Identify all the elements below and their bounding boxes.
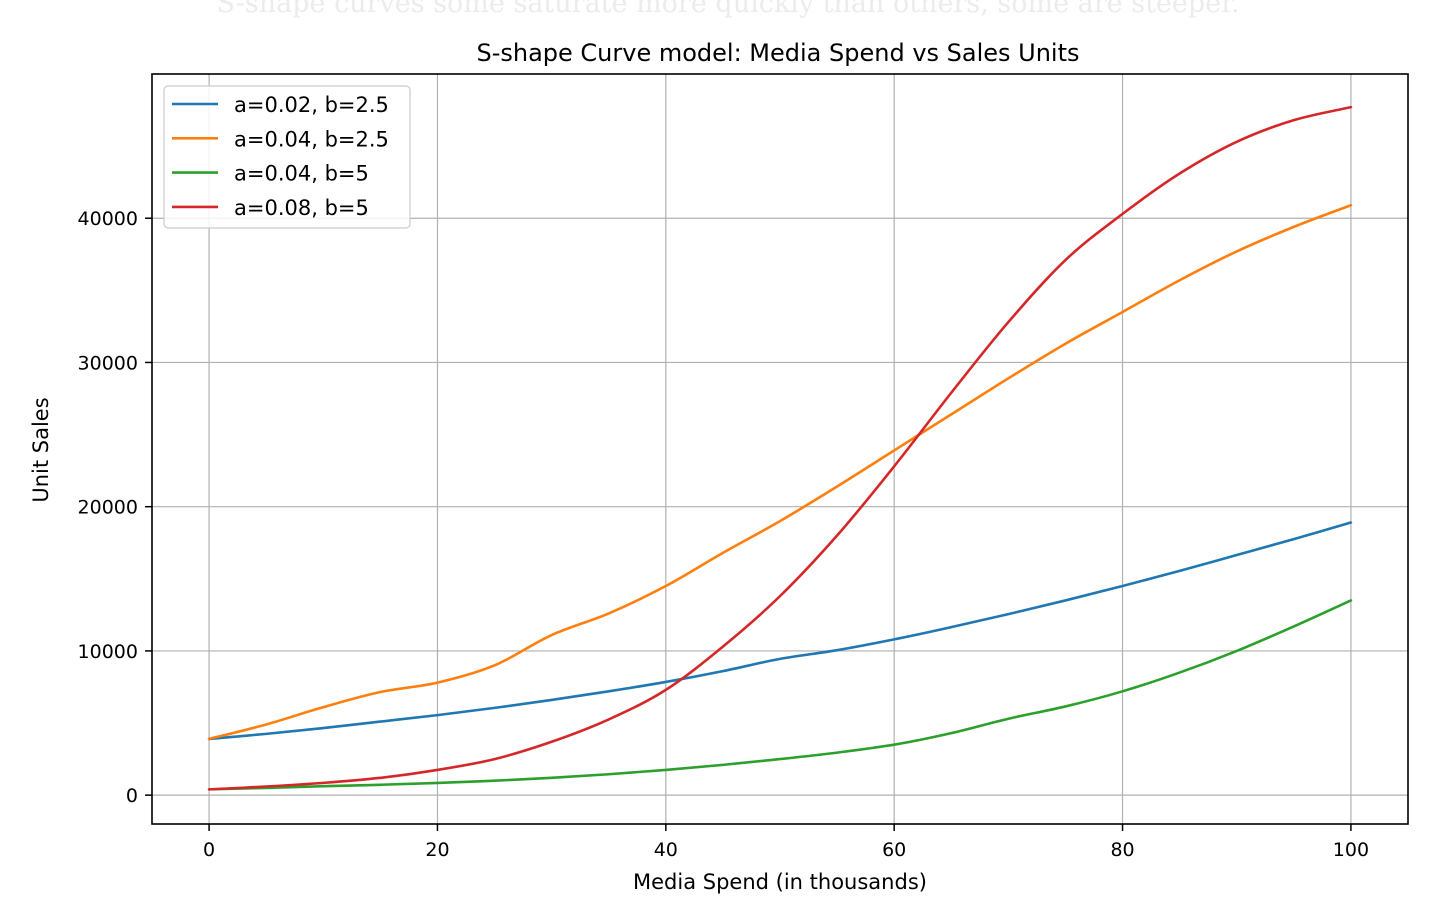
x-tick-label: 80 (1110, 839, 1134, 861)
legend-label-3: a=0.04, b=5 (234, 162, 369, 186)
series-line-3 (207, 599, 1353, 791)
legend-label-4: a=0.08, b=5 (234, 196, 369, 220)
x-tick-label: 40 (654, 839, 678, 861)
x-tick-label: 0 (203, 839, 215, 861)
series-line-2 (207, 203, 1353, 741)
y-tick-label: 0 (126, 785, 138, 807)
y-tick-label: 20000 (78, 497, 138, 519)
y-tick-label: 40000 (78, 208, 138, 230)
y-axis-ticks: 0 10000 20000 30000 40000 (78, 208, 152, 807)
data-series (207, 105, 1353, 791)
legend-box (163, 85, 411, 229)
plot-frame (151, 73, 1409, 825)
x-tick-label: 100 (1333, 839, 1369, 861)
y-tick-label: 30000 (78, 352, 138, 374)
series-line-4 (207, 105, 1353, 791)
page-caption: S-shape curves some saturate more quickl… (216, 0, 1240, 19)
legend-label-1: a=0.02, b=2.5 (234, 93, 389, 117)
x-tick-label: 60 (882, 839, 906, 861)
x-axis-ticks: 0 20 40 60 80 100 (203, 824, 1369, 861)
y-axis-label: Unit Sales (29, 397, 53, 502)
series-line-1 (207, 521, 1353, 741)
chart-title: S-shape Curve model: Media Spend vs Sale… (476, 39, 1079, 67)
legend-label-2: a=0.04, b=2.5 (234, 127, 389, 151)
x-axis-label: Media Spend (in thousands) (633, 870, 927, 894)
x-tick-label: 20 (425, 839, 449, 861)
y-tick-label: 10000 (78, 641, 138, 663)
chart-legend: a=0.02, b=2.5 a=0.04, b=2.5 a=0.04, b=5 a=0… (163, 85, 411, 229)
